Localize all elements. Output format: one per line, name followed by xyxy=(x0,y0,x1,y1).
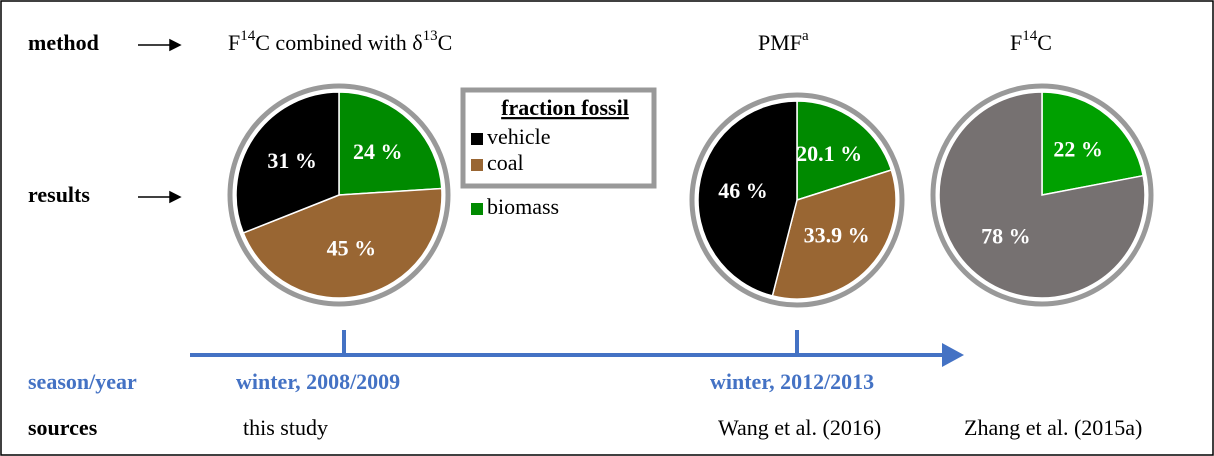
superscript: 13 xyxy=(423,28,438,44)
slice-label: 45 % xyxy=(327,235,377,260)
method-label: PMFa xyxy=(758,28,809,55)
pie-slice xyxy=(796,100,893,202)
source-label: this study xyxy=(243,415,328,440)
method-label: F14C xyxy=(1010,28,1052,55)
row-label: results xyxy=(28,182,90,207)
pie-ring xyxy=(689,92,905,308)
text-segment: F xyxy=(228,30,240,55)
source-label: Zhang et al. (2015a) xyxy=(964,415,1142,440)
superscript: 14 xyxy=(240,28,256,44)
legend-label: biomass xyxy=(487,194,559,219)
pie-slice xyxy=(242,187,443,299)
legend-swatch xyxy=(471,203,483,215)
timeline xyxy=(190,330,964,367)
legend-swatch xyxy=(471,159,483,171)
text-segment: C combined with δ xyxy=(255,30,422,55)
superscript: a xyxy=(802,28,809,44)
pie-slice xyxy=(771,169,897,300)
legend-title: fraction fossil xyxy=(501,95,629,120)
pie-slice xyxy=(938,91,1146,299)
slice-label: 24 % xyxy=(353,139,403,164)
superscript: 14 xyxy=(1022,28,1038,44)
text-segment: PMF xyxy=(758,30,802,55)
row-arrows xyxy=(138,38,182,204)
source-label: Wang et al. (2016) xyxy=(718,415,881,440)
season-label: winter, 2012/2013 xyxy=(710,369,874,394)
legend-label: coal xyxy=(487,150,524,175)
text-segment: F xyxy=(1010,30,1022,55)
row-label: method xyxy=(28,30,99,55)
pie-ring xyxy=(227,83,451,307)
slice-label: 78 % xyxy=(981,224,1031,249)
text-segment: C xyxy=(438,30,453,55)
slice-label: 46 % xyxy=(718,178,768,203)
pie-slice xyxy=(1041,91,1145,196)
slice-label: 33.9 % xyxy=(804,222,870,247)
pie-slice xyxy=(338,91,443,196)
legend-box xyxy=(460,87,657,189)
row-label: sources xyxy=(28,415,98,440)
row-label: season/year xyxy=(28,369,137,394)
pie-slice xyxy=(235,91,340,234)
method-label: F14C combined with δ13C xyxy=(228,28,452,55)
pie-ring xyxy=(930,83,1154,307)
slice-label: 22 % xyxy=(1053,136,1103,161)
text-segment: C xyxy=(1037,30,1052,55)
legend-label: vehicle xyxy=(487,124,551,149)
pie-slice xyxy=(697,100,798,297)
slice-label: 31 % xyxy=(267,148,317,173)
season-label: winter, 2008/2009 xyxy=(236,369,400,394)
legend-swatch xyxy=(471,133,483,145)
slice-label: 20.1 % xyxy=(796,141,862,166)
